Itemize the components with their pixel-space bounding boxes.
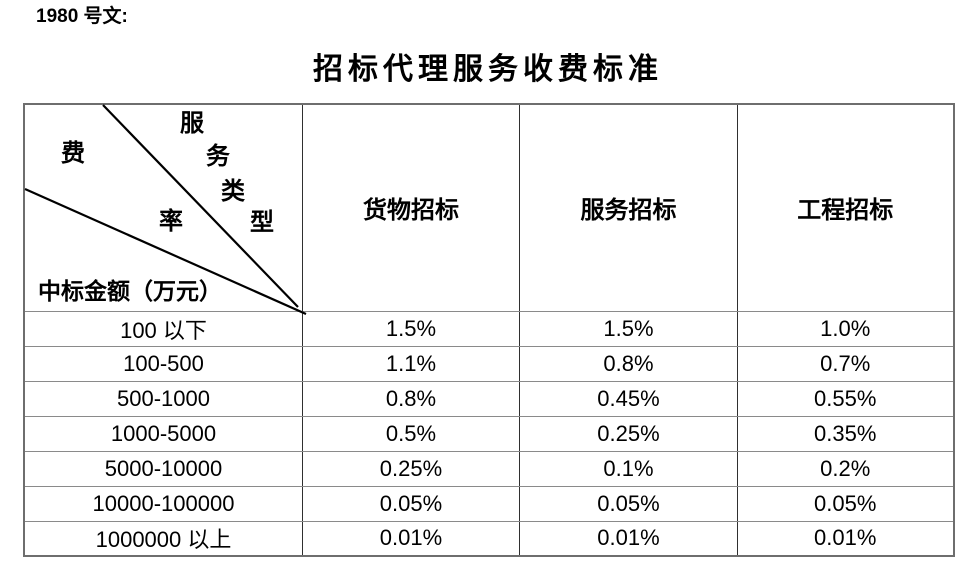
rate-cell: 0.5% bbox=[302, 415, 520, 452]
corner-label-service-char-2: 务 bbox=[206, 144, 230, 170]
table-row: 1000000 以上 0.01% 0.01% 0.01% bbox=[23, 520, 954, 557]
row-range: 10000-100000 bbox=[23, 485, 303, 522]
row-range: 5000-10000 bbox=[23, 450, 303, 487]
table-row: 100-500 1.1% 0.8% 0.7% bbox=[23, 345, 954, 382]
header-row: 服 务 类 型 费 率 中标金额（万元） 货物招标 服务招标 工程招标 bbox=[23, 103, 954, 316]
rate-cell: 0.05% bbox=[302, 485, 520, 522]
page-title: 招标代理服务收费标准 bbox=[313, 53, 663, 86]
column-header-works: 工程招标 bbox=[737, 103, 954, 312]
corner-label-bid-amount: 中标金额（万元） bbox=[38, 279, 222, 305]
row-range: 500-1000 bbox=[23, 380, 303, 417]
corner-label-service-char-3: 类 bbox=[221, 179, 245, 205]
corner-label-service-char-4: 型 bbox=[250, 210, 274, 236]
corner-label-rate-char-1: 费 bbox=[61, 141, 85, 167]
rate-cell: 0.2% bbox=[737, 450, 954, 487]
rate-cell: 0.25% bbox=[302, 450, 520, 487]
table-row: 100 以下 1.5% 1.5% 1.0% bbox=[23, 310, 954, 347]
table-row: 500-1000 0.8% 0.45% 0.55% bbox=[23, 380, 954, 417]
rate-cell: 1.1% bbox=[302, 345, 520, 382]
rate-cell: 0.55% bbox=[737, 380, 954, 417]
corner-label-service-char-1: 服 bbox=[180, 111, 204, 137]
rate-cell: 0.01% bbox=[302, 520, 520, 557]
rate-cell: 0.1% bbox=[519, 450, 738, 487]
rate-cell: 0.01% bbox=[519, 520, 738, 557]
row-range: 100 以下 bbox=[23, 310, 303, 347]
fee-standard-table: 服 务 类 型 费 率 中标金额（万元） 货物招标 服务招标 工程招标 100 … bbox=[23, 103, 955, 557]
rate-cell: 0.8% bbox=[302, 380, 520, 417]
table-row: 10000-100000 0.05% 0.05% 0.05% bbox=[23, 485, 954, 522]
document-number-label: 1980 号文: bbox=[36, 6, 128, 27]
column-header-goods: 货物招标 bbox=[302, 103, 520, 312]
rate-cell: 0.25% bbox=[519, 415, 738, 452]
corner-label-rate-char-2: 率 bbox=[159, 209, 183, 235]
rate-cell: 1.5% bbox=[519, 310, 738, 347]
rate-cell: 0.8% bbox=[519, 345, 738, 382]
row-range: 1000-5000 bbox=[23, 415, 303, 452]
table-row: 5000-10000 0.25% 0.1% 0.2% bbox=[23, 450, 954, 487]
column-header-services: 服务招标 bbox=[519, 103, 738, 312]
rate-cell: 0.01% bbox=[737, 520, 954, 557]
rate-cell: 1.0% bbox=[737, 310, 954, 347]
table-row: 1000-5000 0.5% 0.25% 0.35% bbox=[23, 415, 954, 452]
rate-cell: 0.35% bbox=[737, 415, 954, 452]
rate-cell: 1.5% bbox=[302, 310, 520, 347]
row-range: 100-500 bbox=[23, 345, 303, 382]
rate-cell: 0.7% bbox=[737, 345, 954, 382]
diagonal-corner-cell: 服 务 类 型 费 率 中标金额（万元） bbox=[23, 103, 307, 316]
row-range: 1000000 以上 bbox=[23, 520, 303, 557]
rate-cell: 0.45% bbox=[519, 380, 738, 417]
rate-cell: 0.05% bbox=[737, 485, 954, 522]
diagonal-lines bbox=[24, 104, 307, 316]
rate-cell: 0.05% bbox=[519, 485, 738, 522]
